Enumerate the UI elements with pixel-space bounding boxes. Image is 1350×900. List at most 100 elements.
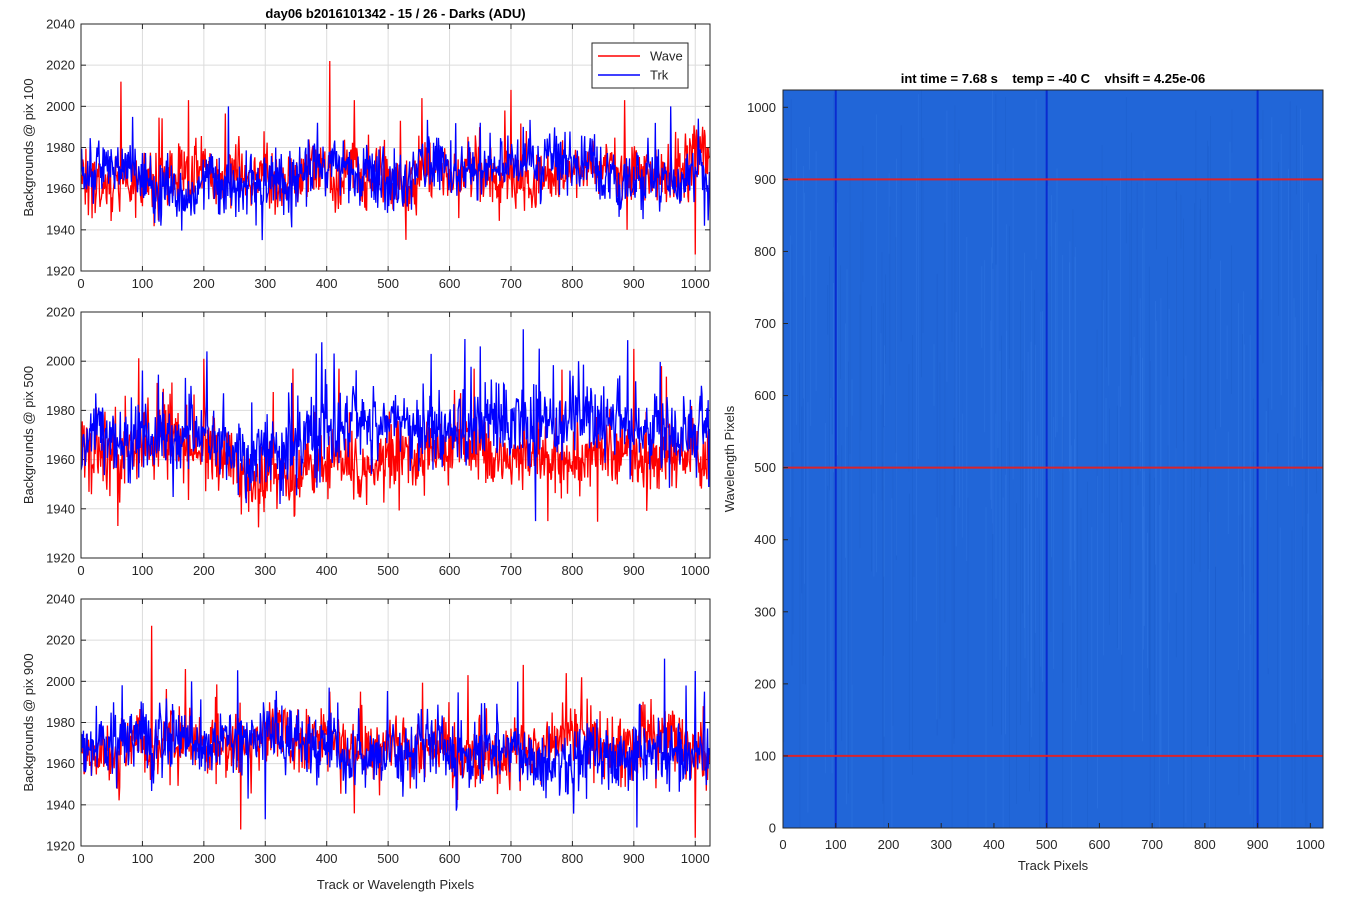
y-tick-label: 100	[754, 748, 776, 763]
y-tick-label: 2040	[46, 592, 75, 607]
x-tick-label: 1000	[681, 851, 710, 866]
x-tick-label: 100	[132, 276, 154, 291]
x-tick-label: 700	[1141, 837, 1163, 852]
y-tick-label: 900	[754, 172, 776, 187]
x-tick-label: 300	[254, 276, 276, 291]
x-tick-label: 200	[193, 851, 215, 866]
x-tick-label: 800	[1194, 837, 1216, 852]
x-tick-label: 400	[316, 851, 338, 866]
y-tick-label: 2020	[46, 58, 75, 73]
legend-label-trk: Trk	[650, 68, 669, 83]
y-tick-label: 1920	[46, 264, 75, 279]
y-tick-label: 2000	[46, 99, 75, 114]
x-tick-label: 100	[132, 563, 154, 578]
y-tick-label: 1940	[46, 222, 75, 237]
x-tick-label: 200	[193, 563, 215, 578]
y-tick-label: 1960	[46, 452, 75, 467]
x-tick-label: 800	[562, 276, 584, 291]
x-tick-label: 1000	[681, 276, 710, 291]
axes-frame	[80, 598, 711, 847]
x-tick-label: 0	[77, 276, 84, 291]
line-panel-2: 0 100 200 300 400 500 600 700 800 900 1000 1920 1940…	[21, 305, 711, 578]
y-tick-label: 1960	[46, 181, 75, 196]
y-axis-label: Backgrounds @ pix 500	[21, 366, 36, 504]
series-line-trk	[81, 106, 710, 241]
chart-title: day06 b2016101342 - 15 / 26 - Darks (ADU…	[265, 6, 525, 21]
x-tick-label: 1000	[681, 563, 710, 578]
x-tick-label: 200	[878, 837, 900, 852]
x-tick-label: 800	[562, 563, 584, 578]
y-axis-label: Backgrounds @ pix 900	[21, 653, 36, 791]
y-tick-label: 700	[754, 316, 776, 331]
heatmap-panel: 0 100 200 300 400 500 600 700 800 900 1000 0 100 200 3…	[722, 71, 1325, 873]
axes-frame	[80, 311, 711, 559]
x-tick-label: 0	[779, 837, 786, 852]
y-tick-label: 1960	[46, 756, 75, 771]
x-tick-label: 700	[500, 563, 522, 578]
x-tick-label: 400	[983, 837, 1005, 852]
y-tick-label: 2040	[46, 17, 75, 32]
y-tick-label: 2020	[46, 305, 75, 320]
x-tick-label: 1000	[1296, 837, 1325, 852]
heatmap-image	[783, 90, 1323, 828]
y-tick-label: 400	[754, 532, 776, 547]
y-tick-label: 200	[754, 676, 776, 691]
x-tick-label: 600	[439, 276, 461, 291]
x-tick-label: 500	[377, 276, 399, 291]
y-tick-label: 1940	[46, 501, 75, 516]
x-tick-label: 600	[439, 563, 461, 578]
y-tick-label: 1000	[747, 100, 776, 115]
heatmap-texture	[783, 90, 1322, 828]
x-tick-label: 400	[316, 563, 338, 578]
axes-frame	[782, 89, 1324, 829]
y-tick-label: 2000	[46, 674, 75, 689]
y-tick-label: 1920	[46, 839, 75, 854]
y-axis-label: Backgrounds @ pix 100	[21, 78, 36, 216]
x-tick-label: 700	[500, 851, 522, 866]
legend-box	[591, 42, 689, 89]
x-tick-label: 600	[439, 851, 461, 866]
y-tick-label: 800	[754, 244, 776, 259]
x-tick-label: 0	[77, 851, 84, 866]
x-tick-label: 800	[562, 851, 584, 866]
y-tick-label: 1940	[46, 797, 75, 812]
x-tick-label: 500	[1036, 837, 1058, 852]
x-tick-label: 500	[377, 851, 399, 866]
axes-frame	[80, 23, 711, 272]
x-tick-label: 300	[254, 851, 276, 866]
x-tick-label: 600	[1089, 837, 1111, 852]
x-axis-label: Track Pixels	[1018, 858, 1089, 873]
x-tick-label: 200	[193, 276, 215, 291]
legend: Wave Trk	[591, 42, 689, 89]
x-tick-label: 100	[825, 837, 847, 852]
y-tick-label: 1980	[46, 140, 75, 155]
x-tick-label: 100	[132, 851, 154, 866]
y-tick-label: 500	[754, 460, 776, 475]
x-tick-label: 300	[930, 837, 952, 852]
y-tick-label: 300	[754, 604, 776, 619]
line-panel-1: 0 100 200 300 400 500 600 700 800 900 1000 1920 1940…	[21, 6, 711, 291]
chart-title: int time = 7.68 s temp = -40 C vhsift = …	[901, 71, 1206, 86]
y-axis-label: Wavelength Pixels	[722, 405, 737, 512]
legend-label-wave: Wave	[650, 49, 683, 64]
x-tick-label: 500	[377, 563, 399, 578]
y-tick-label: 600	[754, 388, 776, 403]
line-panel-3: 0 100 200 300 400 500 600 700 800 900 1000 1920 1940…	[21, 592, 711, 892]
series-line-wave	[81, 625, 710, 838]
x-tick-label: 700	[500, 276, 522, 291]
x-tick-label: 900	[623, 276, 645, 291]
x-tick-label: 400	[316, 276, 338, 291]
y-tick-label: 1980	[46, 403, 75, 418]
y-tick-label: 2000	[46, 354, 75, 369]
y-tick-label: 0	[769, 821, 776, 836]
x-tick-label: 0	[77, 563, 84, 578]
y-tick-label: 2020	[46, 633, 75, 648]
series-line-trk	[81, 658, 710, 828]
x-tick-label: 900	[1247, 837, 1269, 852]
y-tick-label: 1980	[46, 715, 75, 730]
series-line-trk	[81, 329, 710, 522]
y-tick-label: 1920	[46, 551, 75, 566]
x-tick-label: 900	[623, 563, 645, 578]
x-tick-label: 300	[254, 563, 276, 578]
